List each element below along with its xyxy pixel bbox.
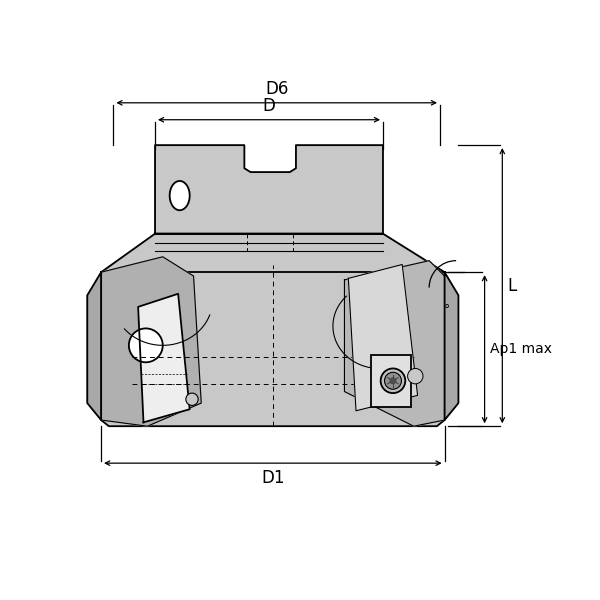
Circle shape — [407, 368, 423, 384]
Polygon shape — [138, 294, 190, 422]
Text: D6: D6 — [265, 80, 289, 98]
Circle shape — [390, 377, 396, 384]
Text: D1: D1 — [261, 469, 284, 487]
Polygon shape — [349, 265, 418, 411]
Circle shape — [129, 328, 163, 362]
Polygon shape — [101, 233, 445, 426]
Polygon shape — [155, 145, 383, 233]
Polygon shape — [344, 260, 445, 426]
Polygon shape — [101, 257, 201, 426]
Circle shape — [385, 372, 401, 389]
Circle shape — [380, 368, 405, 393]
Polygon shape — [445, 272, 458, 420]
Text: D: D — [263, 97, 275, 115]
Ellipse shape — [170, 181, 190, 210]
Text: 90°: 90° — [428, 303, 450, 316]
FancyBboxPatch shape — [371, 355, 412, 407]
Text: L: L — [508, 277, 517, 295]
Polygon shape — [87, 272, 101, 420]
Text: Ap1 max: Ap1 max — [490, 342, 552, 356]
Circle shape — [186, 393, 198, 406]
